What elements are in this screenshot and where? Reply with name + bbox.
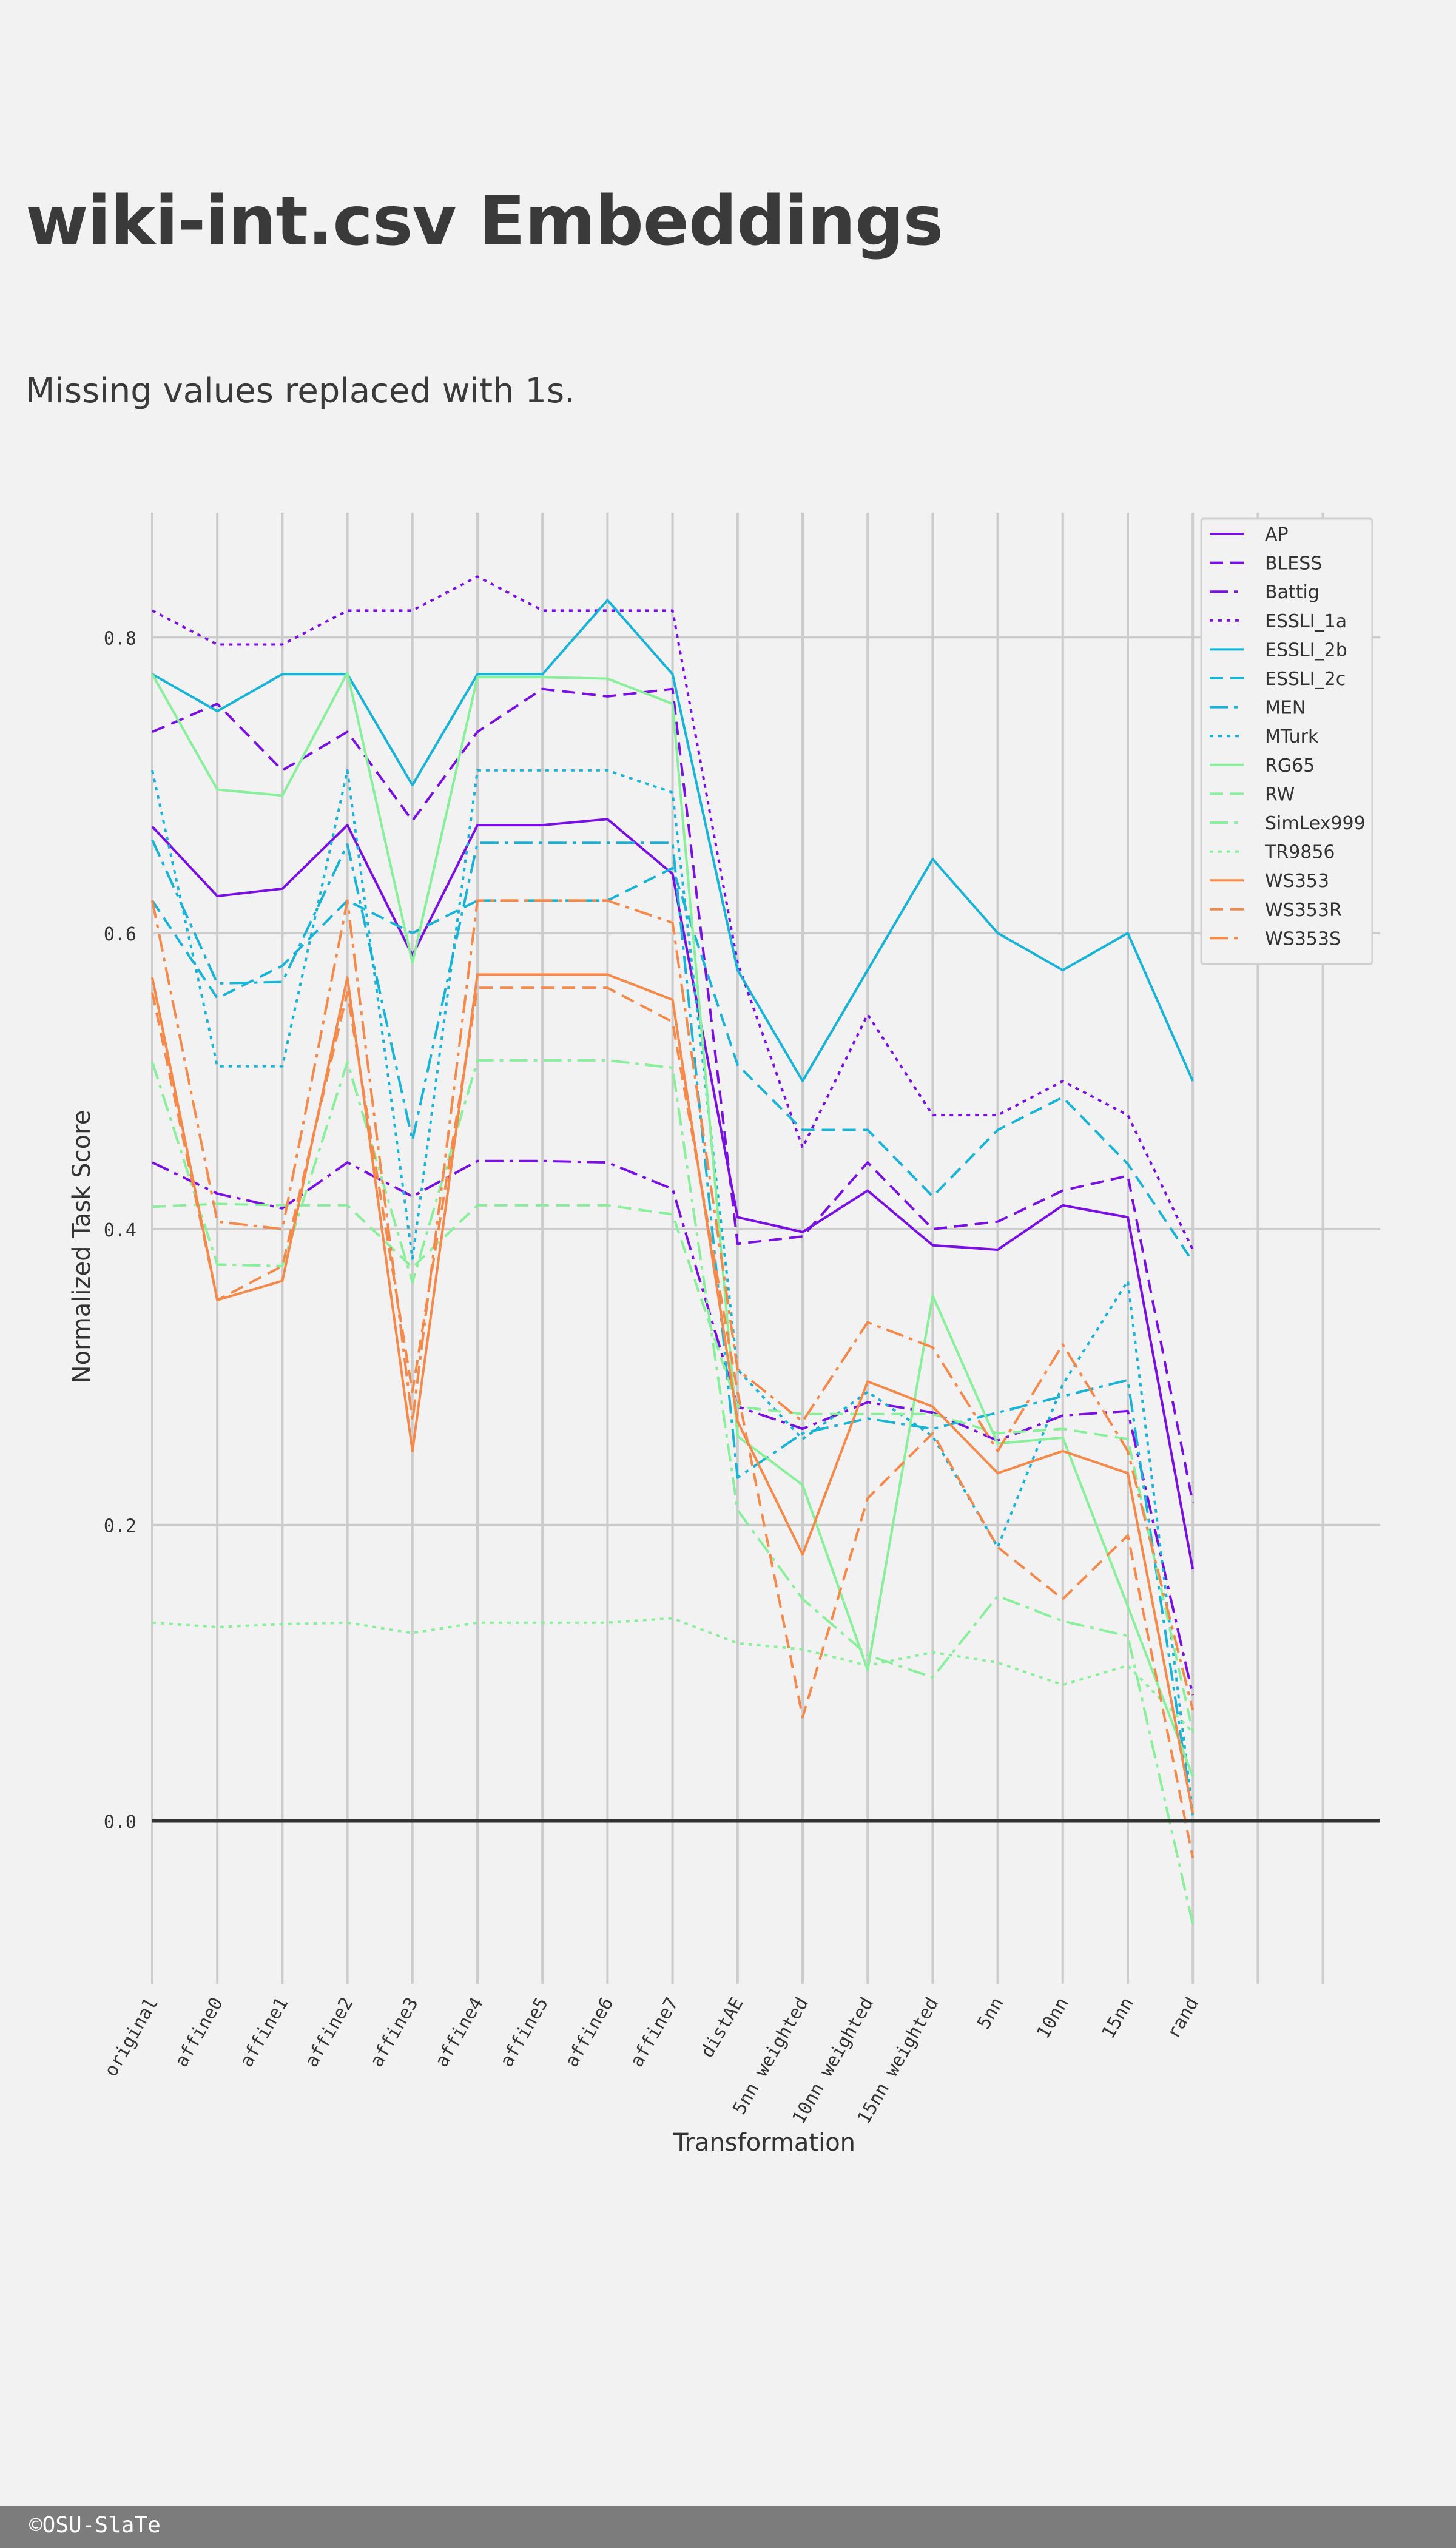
copyright-text: ©OSU-SlaTe — [29, 2513, 161, 2538]
legend-label: WS353S — [1265, 928, 1341, 949]
series-line-simlex999 — [151, 1059, 1195, 1925]
y-tick-label: 0.0 — [104, 1812, 136, 1833]
x-tick-label: affine6 — [561, 1994, 618, 2071]
legend-label: RW — [1265, 784, 1295, 805]
legend-label: MEN — [1265, 698, 1306, 719]
y-tick-label: 0.2 — [104, 1516, 136, 1537]
legend-box — [1200, 517, 1373, 965]
x-axis-label: Transformation — [673, 2129, 855, 2157]
y-axis-label: Normalized Task Score — [68, 1110, 96, 1384]
series-line-essli_1a — [152, 575, 1195, 1250]
page-title: wiki-int.csv Embeddings — [25, 182, 943, 261]
page-subtitle: Missing values replaced with 1s. — [25, 371, 576, 411]
series-line-essli_2b — [152, 599, 1195, 1082]
y-tick-label: 0.4 — [104, 1220, 136, 1241]
legend-label: WS353 — [1265, 871, 1329, 892]
series-line-essli_2c — [151, 866, 1194, 1262]
x-tick-label: affine0 — [171, 1994, 228, 2071]
legend-label: WS353R — [1265, 900, 1342, 921]
series-line-rw — [152, 1202, 1195, 1733]
series-line-ws353r — [151, 986, 1195, 1858]
legend-label: ESSLI_1a — [1265, 611, 1347, 632]
x-tick-label: 15nn — [1097, 1994, 1138, 2043]
x-tick-label: rand — [1163, 1994, 1203, 2043]
series-line-ap — [151, 818, 1195, 1570]
x-tick-label: original — [100, 1994, 163, 2081]
legend-label: Battig — [1265, 582, 1320, 603]
x-tick-label: affine5 — [496, 1994, 553, 2071]
legend-label: SimLex999 — [1265, 813, 1366, 834]
y-tick-label: 0.6 — [104, 924, 136, 945]
series-line-mturk — [151, 769, 1195, 1814]
series-line-rg65 — [151, 671, 1195, 1778]
y-tick-label: 0.8 — [104, 628, 136, 649]
series-line-ws353s — [151, 899, 1195, 1711]
footer-bar: ©OSU-SlaTe — [0, 2506, 1456, 2548]
series-line-men — [151, 839, 1195, 1817]
legend-label: AP — [1265, 524, 1289, 545]
series-line-bless — [152, 687, 1195, 1503]
x-tick-label: affine4 — [431, 1994, 488, 2071]
legend-label: ESSLI_2b — [1265, 639, 1347, 661]
x-tick-label: affine7 — [626, 1994, 683, 2071]
legend-label: ESSLI_2c — [1265, 669, 1346, 690]
legend-label: BLESS — [1265, 553, 1322, 575]
x-tick-label: 10nn — [1033, 1994, 1073, 2043]
legend-label: TR9856 — [1264, 842, 1335, 863]
legend-label: RG65 — [1265, 755, 1315, 777]
x-tick-label: 5nn — [973, 1994, 1008, 2033]
x-tick-label: affine1 — [236, 1994, 293, 2071]
x-tick-label: affine2 — [301, 1994, 358, 2071]
legend-label: MTurk — [1265, 726, 1319, 747]
x-tick-label: affine3 — [366, 1994, 423, 2071]
x-tick-label: distAE — [696, 1994, 747, 2061]
